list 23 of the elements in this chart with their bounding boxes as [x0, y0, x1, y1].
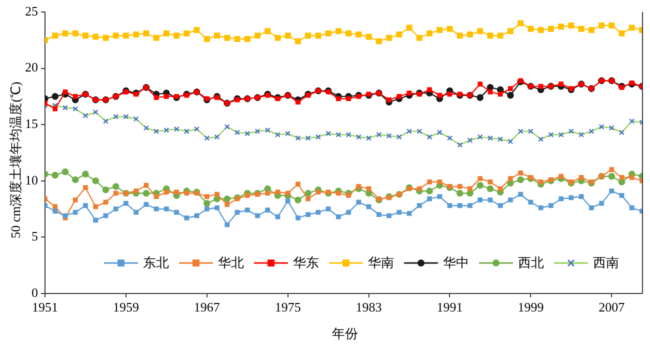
x-tick-label: 2007 — [598, 300, 626, 315]
legend-label: 华中 — [443, 254, 469, 272]
x-tick-label: 1991 — [436, 300, 463, 315]
legend-label: 西南 — [593, 254, 619, 272]
x-tick-label: 1983 — [356, 300, 382, 315]
legend-label: 东北 — [143, 254, 169, 272]
x-tick-label: 1967 — [194, 300, 220, 315]
x-tick-label: 1959 — [112, 300, 139, 315]
y-tick-label: 25 — [25, 3, 38, 18]
y-tick-label: 20 — [25, 60, 38, 75]
y-tick-label: 5 — [32, 228, 38, 244]
x-axis-title: 年份 — [331, 325, 359, 343]
legend-label: 华东 — [293, 254, 319, 272]
legend-label: 西北 — [518, 254, 544, 272]
y-tick-label: 15 — [25, 116, 38, 131]
legend-label: 华北 — [218, 254, 244, 272]
x-tick-label: 1999 — [518, 300, 544, 315]
y-tick-label: 10 — [25, 172, 38, 188]
y-axis-title: 50 cm深度土壤年均温度(℃) — [7, 82, 24, 238]
legend-label: 华南 — [368, 254, 394, 272]
y-tick-label: 0 — [32, 284, 38, 300]
x-tick-label: 1975 — [274, 300, 301, 315]
x-tick-label: 1951 — [32, 300, 58, 315]
